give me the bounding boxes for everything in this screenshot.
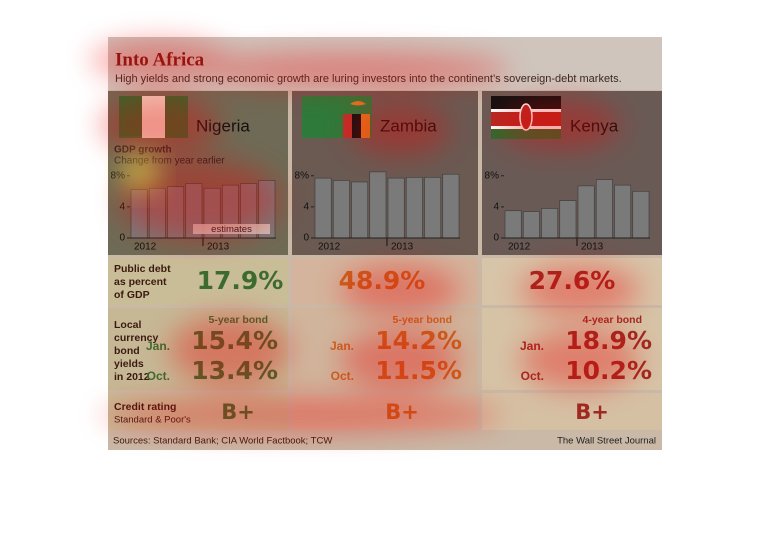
row-bg [482,393,662,430]
heatmap-hotspot [122,154,158,190]
bar [632,191,650,239]
bar [332,180,350,239]
debt-value: 17.9% [197,266,284,295]
row-label: in 2012 [114,371,150,383]
x-tick-label: 2012 [134,242,157,253]
y-tick-label: 8% [111,170,126,181]
y-tick-label: 4 [493,202,499,213]
oct-label: Oct. [147,369,170,383]
y-tick-label: 0 [119,233,125,244]
bar [595,179,613,239]
bar [351,181,369,239]
source: Sources: Standard Bank; CIA World Factbo… [113,436,332,447]
bar [387,177,405,239]
credit: The Wall Street Journal [557,436,656,447]
bar [504,210,522,239]
rating: B+ [575,400,609,424]
row-label: as percent [114,276,167,288]
row-label: of GDP [114,289,150,301]
bar [314,177,332,239]
row-labels: Public debt as percent of GDP Local curr… [114,263,191,426]
bar [369,171,387,239]
x-tick-label: 2013 [207,242,230,253]
bar [405,177,423,239]
row-label: yields [114,358,144,370]
bar [442,173,460,239]
axis-sublabel: Change from year earlier [114,156,225,167]
bond-term: 4-year bond [582,314,642,326]
row-label: currency [114,332,159,344]
y-tick-label: 0 [303,233,309,244]
bar [577,185,595,239]
y-tick-label: 0 [493,233,499,244]
row-label: Local [114,319,142,331]
charts: Nigeria048%20122013GDP growthChange from… [111,116,650,253]
x-tick-label: 2012 [318,242,341,253]
y-tick-label: 8% [485,170,500,181]
row-label: Public debt [114,263,171,275]
row-bg [108,258,288,305]
bar [522,211,540,239]
bar [424,177,442,239]
y-tick-label: 8% [295,170,310,181]
bar [614,184,632,239]
heatmap [90,40,640,433]
bar [541,208,559,239]
bar [559,200,577,239]
y-tick-label: 4 [303,202,309,213]
jan-label: Jan. [146,339,170,353]
x-tick-label: 2013 [581,242,604,253]
x-tick-label: 2012 [508,242,531,253]
bond-term: 5-year bond [392,314,452,326]
row-label: bond [114,345,140,357]
x-tick-label: 2013 [391,242,414,253]
